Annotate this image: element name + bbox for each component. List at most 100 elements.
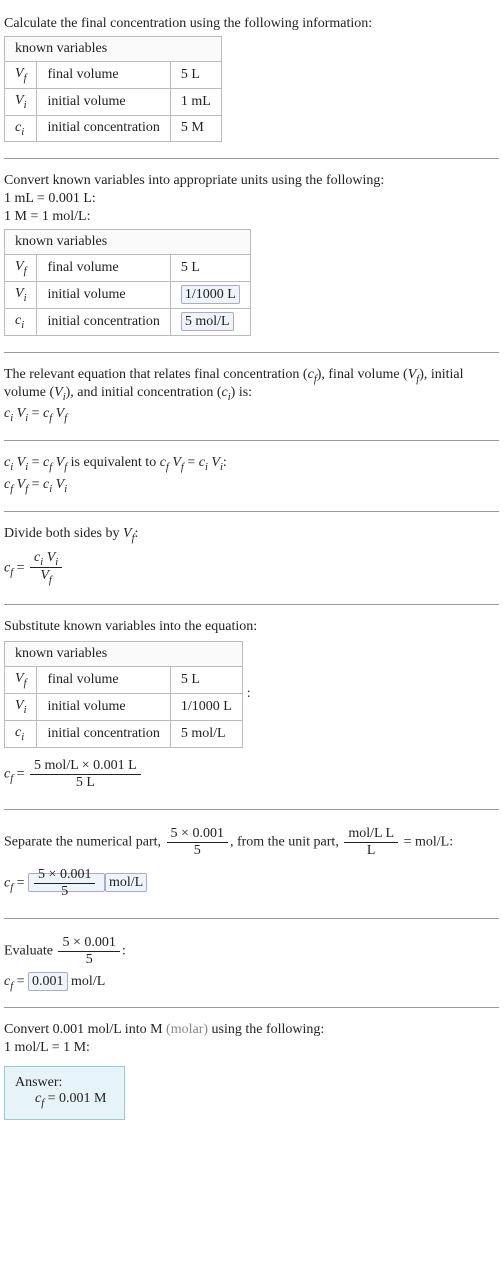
eq-sign: = <box>17 560 28 575</box>
equation: cf = ci Vi Vf <box>4 548 499 589</box>
sub: i <box>25 462 28 473</box>
desc-cell: initial concentration <box>37 720 170 747</box>
section-final-convert: Convert 0.001 mol/L into M (molar) using… <box>4 1014 499 1134</box>
table-row: ci initial concentration 5 mol/L <box>5 308 251 335</box>
text: Separate the numerical part, <box>4 834 165 849</box>
var: V <box>211 455 220 470</box>
section-evaluate: Evaluate 5 × 0.001 5 : cf = 0.001 mol/L <box>4 925 499 1002</box>
table-row: ci initial concentration 5 M <box>5 115 222 142</box>
numerator: mol/L L <box>344 826 398 843</box>
eq-sign: = <box>17 766 28 781</box>
answer-label: Answer: <box>15 1075 106 1091</box>
eq-sign: = <box>32 455 43 470</box>
desc-cell: initial volume <box>37 282 170 309</box>
sub: f <box>49 462 52 473</box>
sub: f <box>10 980 13 991</box>
sym-cell: Vf <box>5 62 37 89</box>
fraction: 5 × 0.001 5 <box>58 935 119 968</box>
val-cell: 1/1000 L <box>170 282 250 309</box>
desc-cell: final volume <box>37 62 170 89</box>
sym-cell: ci <box>5 115 37 142</box>
sub: f <box>64 413 67 424</box>
sym-sub: i <box>21 320 24 331</box>
sub: i <box>10 462 13 473</box>
intro-text: The relevant equation that relates final… <box>4 367 499 403</box>
table-header: known variables <box>5 230 251 255</box>
table-row: Vf final volume 5 L <box>5 255 251 282</box>
sub: i <box>64 484 67 495</box>
val-cell: 5 M <box>170 115 221 142</box>
sym-sub: f <box>24 73 27 84</box>
gray-text: (molar) <box>166 1022 208 1037</box>
sub: i <box>49 484 52 495</box>
sym-sub: i <box>24 705 27 716</box>
desc-cell: final volume <box>37 255 170 282</box>
denominator: 5 <box>190 843 205 859</box>
sym-base: V <box>15 698 24 713</box>
text: Convert 0.001 mol/L into M <box>4 1022 166 1037</box>
section-equiv: ci Vi = cf Vf is equivalent to cf Vf = c… <box>4 447 499 505</box>
var: V <box>17 455 26 470</box>
val-cell: 5 L <box>170 667 242 694</box>
text: is equivalent to <box>71 455 160 470</box>
sym-cell: Vi <box>5 693 37 720</box>
sub: f <box>10 484 13 495</box>
numerator: 5 mol/L × 0.001 L <box>30 758 141 775</box>
sub: f <box>166 462 169 473</box>
text: : <box>134 526 138 541</box>
table-header: known variables <box>5 37 222 62</box>
sub: f <box>64 462 67 473</box>
divider <box>4 918 499 919</box>
sub: f <box>181 462 184 473</box>
text: = 0.001 M <box>44 1091 106 1106</box>
fraction: mol/L L L <box>344 826 398 859</box>
boxed-unit: mol/L <box>105 873 147 892</box>
conv-line: 1 M = 1 mol/L: <box>4 209 499 225</box>
equation: cf Vf = ci Vi <box>4 477 499 495</box>
text: Divide both sides by <box>4 526 123 541</box>
sub: f <box>49 575 52 586</box>
var: V <box>17 406 26 421</box>
var: V <box>408 367 417 382</box>
divider <box>4 1007 499 1008</box>
sym-base: V <box>15 671 24 686</box>
sym-cell: Vf <box>5 255 37 282</box>
text: Evaluate <box>4 943 56 958</box>
intro-text: Substitute known variables into the equa… <box>4 619 499 635</box>
table-row: ci initial concentration 5 mol/L <box>5 720 243 747</box>
known-table-2: known variables Vf final volume 5 L Vi i… <box>4 229 251 335</box>
desc-cell: initial concentration <box>37 308 170 335</box>
divider <box>4 809 499 810</box>
intro-text: Calculate the final concentration using … <box>4 16 499 32</box>
intro-text: Separate the numerical part, 5 × 0.001 5… <box>4 824 499 861</box>
desc-cell: final volume <box>37 667 170 694</box>
text: = mol/L: <box>400 834 453 849</box>
sub: f <box>10 567 13 578</box>
eq-sign: = <box>187 455 198 470</box>
val-cell: 5 mol/L <box>170 308 250 335</box>
sub: i <box>205 462 208 473</box>
answer-value: cf = 0.001 M <box>15 1091 106 1109</box>
denominator: L <box>363 843 380 859</box>
numerator: 5 × 0.001 <box>58 935 119 952</box>
sym-base: V <box>15 93 24 108</box>
var: V <box>47 550 56 565</box>
var: V <box>17 477 26 492</box>
conv-line: 1 mL = 0.001 L: <box>4 191 499 207</box>
val-cell: 1 mL <box>170 88 221 115</box>
denominator: 5 L <box>72 775 99 791</box>
val-cell: 5 L <box>170 62 221 89</box>
intro-text: Evaluate 5 × 0.001 5 : <box>4 933 499 970</box>
divider <box>4 440 499 441</box>
sub: f <box>10 773 13 784</box>
section-separate: Separate the numerical part, 5 × 0.001 5… <box>4 816 499 912</box>
text: : <box>122 943 126 958</box>
var: V <box>54 385 63 400</box>
var: V <box>172 455 181 470</box>
divider <box>4 604 499 605</box>
boxed-val: 0.001 <box>28 972 68 991</box>
table-row: Vi initial volume 1/1000 L <box>5 693 243 720</box>
intro-text: Convert 0.001 mol/L into M (molar) using… <box>4 1022 499 1038</box>
val-cell: 1/1000 L <box>170 693 242 720</box>
fraction: 5 mol/L × 0.001 L 5 L <box>30 758 141 791</box>
